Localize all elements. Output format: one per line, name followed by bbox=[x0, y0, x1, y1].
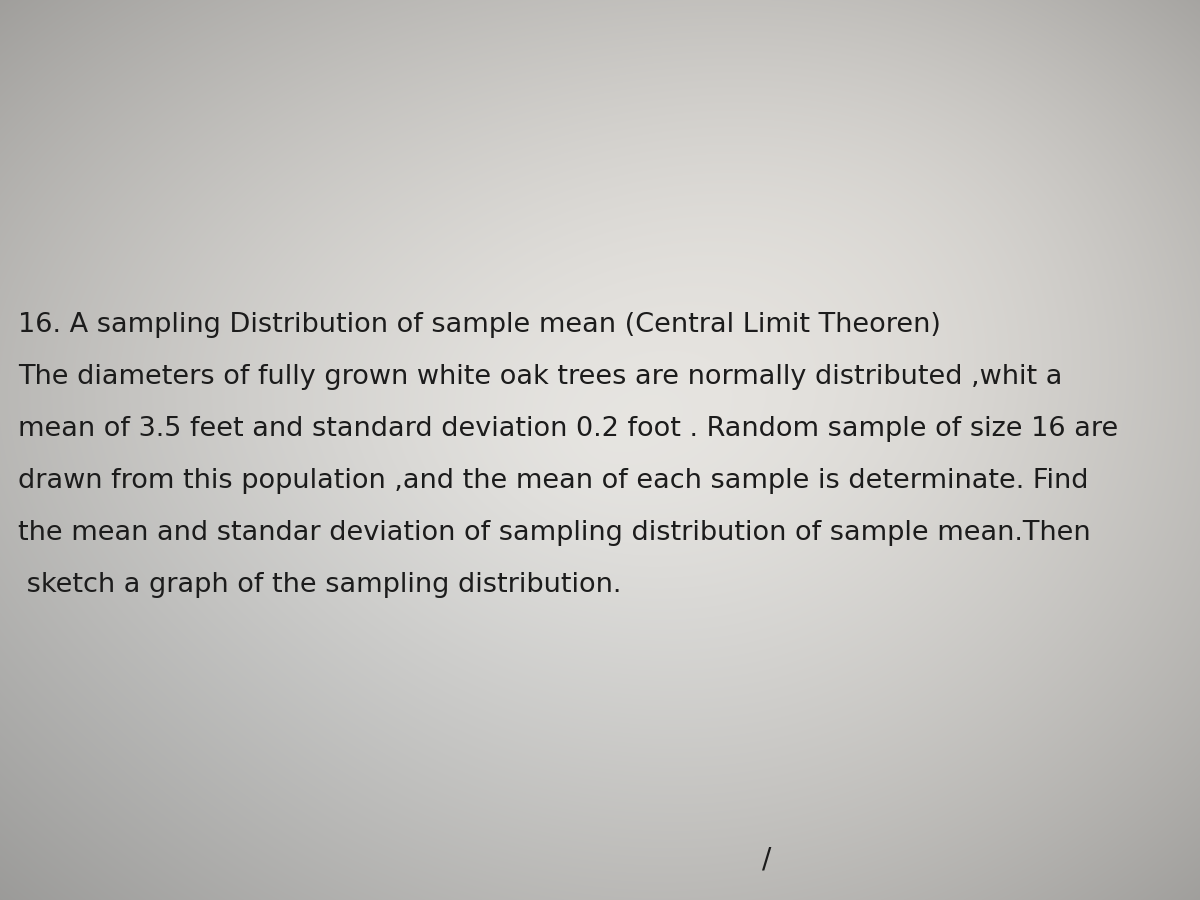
Text: sketch a graph of the sampling distribution.: sketch a graph of the sampling distribut… bbox=[18, 572, 622, 598]
Text: /: / bbox=[762, 845, 772, 873]
Text: drawn from this population ,and the mean of each sample is determinate. Find: drawn from this population ,and the mean… bbox=[18, 468, 1088, 494]
Text: 16. A sampling Distribution of sample mean (Central Limit Theoren): 16. A sampling Distribution of sample me… bbox=[18, 312, 941, 338]
Text: The diameters of fully grown white oak trees are normally distributed ,whit a: The diameters of fully grown white oak t… bbox=[18, 364, 1062, 390]
Text: the mean and standar deviation of sampling distribution of sample mean.Then: the mean and standar deviation of sampli… bbox=[18, 520, 1091, 546]
Text: mean of 3.5 feet and standard deviation 0.2 foot . Random sample of size 16 are: mean of 3.5 feet and standard deviation … bbox=[18, 416, 1118, 442]
